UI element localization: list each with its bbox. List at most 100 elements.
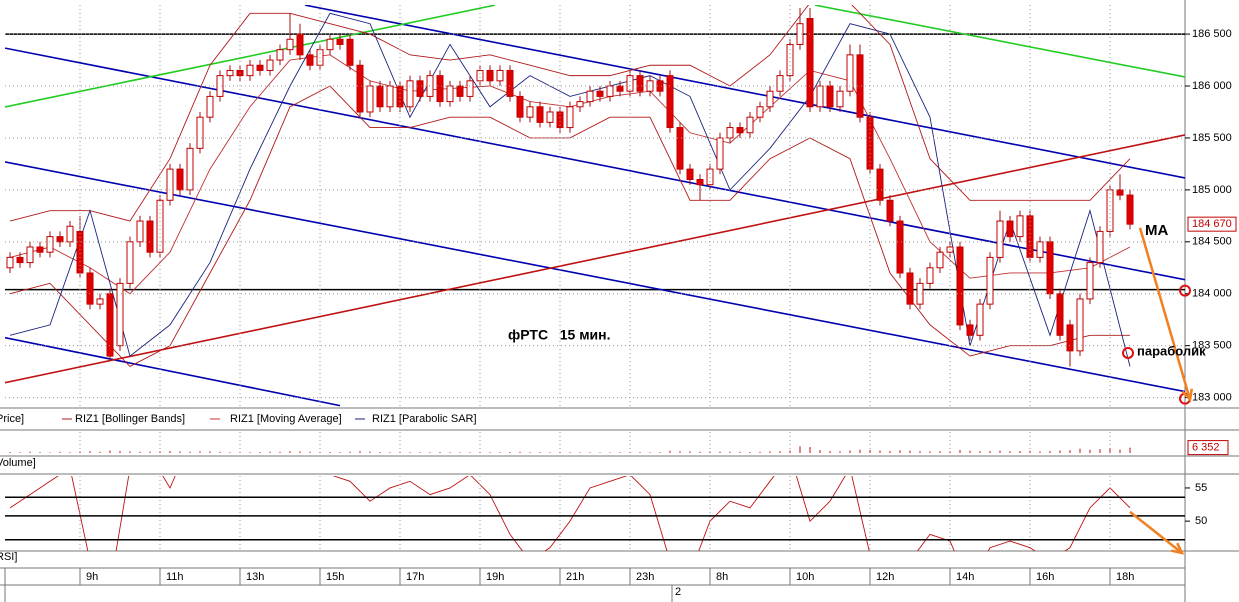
y-tick-label: 186 500 bbox=[1192, 28, 1232, 40]
candle-body bbox=[616, 85, 624, 92]
marker-circle bbox=[1122, 346, 1134, 359]
candle-body bbox=[36, 246, 44, 253]
candle-body bbox=[46, 236, 54, 253]
bollinger-upper bbox=[9, 5, 1131, 222]
candle-body bbox=[626, 75, 634, 92]
annotation: фРТС 15 мин. bbox=[508, 327, 611, 343]
candle-body bbox=[1006, 220, 1014, 238]
y-tick-label: 184 500 bbox=[1192, 236, 1232, 248]
last-price-box bbox=[1187, 216, 1237, 232]
y-tick-label: 183 500 bbox=[1192, 340, 1232, 352]
candle-body bbox=[16, 256, 24, 264]
candle-body bbox=[496, 69, 504, 82]
y-tick-label: 55 bbox=[1195, 482, 1207, 494]
candle-body bbox=[336, 38, 344, 45]
trend-line bbox=[5, 161, 1185, 393]
x-tick-label: 9h bbox=[86, 571, 98, 583]
candle-body bbox=[536, 106, 544, 123]
candle-body bbox=[256, 64, 264, 71]
trend-line bbox=[5, 47, 1185, 281]
candle-body bbox=[196, 116, 204, 149]
candle-body bbox=[126, 241, 134, 284]
x-tick-label: 23h bbox=[636, 571, 654, 583]
candle-body bbox=[966, 324, 974, 336]
candle-body bbox=[706, 168, 714, 186]
candle-body bbox=[466, 80, 474, 97]
trend-line bbox=[5, 336, 341, 407]
candle-body bbox=[1036, 241, 1044, 258]
candle-body bbox=[716, 137, 724, 170]
indicator-line bbox=[9, 12, 1131, 367]
x-tick-label: 8h bbox=[716, 571, 728, 583]
candle-body bbox=[596, 90, 604, 97]
panel-label: RSI] bbox=[0, 551, 17, 563]
candle-body bbox=[396, 85, 404, 108]
rsi-line bbox=[9, 476, 1131, 551]
candle-body bbox=[676, 127, 684, 170]
candle-body bbox=[286, 38, 294, 51]
candle-body bbox=[776, 75, 784, 92]
candle-body bbox=[1046, 241, 1054, 295]
main-plot bbox=[5, 5, 1185, 407]
candle-body bbox=[1026, 215, 1034, 258]
candle-body bbox=[176, 168, 184, 191]
x-tick-label: 19h bbox=[486, 571, 504, 583]
candle-body bbox=[816, 85, 824, 108]
candle-body bbox=[266, 59, 274, 71]
legend-label: RIZ1 [Moving Average] bbox=[230, 413, 342, 425]
y-tick-label: 50 bbox=[1195, 515, 1207, 527]
x-tick-label: 14h bbox=[956, 571, 974, 583]
candle-body bbox=[586, 90, 594, 103]
candle-body bbox=[736, 127, 744, 134]
candle-body bbox=[346, 38, 354, 66]
candle-body bbox=[276, 49, 284, 61]
rsi-plot bbox=[9, 476, 1131, 551]
x-tick-label: 21h bbox=[566, 571, 584, 583]
candle-body bbox=[566, 106, 574, 129]
arrow-head bbox=[1181, 388, 1194, 403]
candle-body bbox=[846, 54, 854, 92]
candle-body bbox=[486, 69, 494, 82]
y-tick-label: 184 000 bbox=[1192, 288, 1232, 300]
candle-body bbox=[826, 85, 834, 108]
candle-body bbox=[576, 101, 584, 108]
candle-body bbox=[366, 85, 374, 113]
legend-price: Price] bbox=[0, 413, 24, 425]
candle-body bbox=[556, 111, 564, 129]
trend-line bbox=[5, 5, 496, 108]
x-tick-label: 16h bbox=[1036, 571, 1054, 583]
annotation: MA bbox=[1145, 222, 1168, 239]
candle-body bbox=[246, 64, 254, 77]
last-volume-label: 6 352 bbox=[1192, 442, 1220, 454]
candle-body bbox=[26, 246, 34, 264]
candle-body bbox=[1086, 262, 1094, 300]
candle-body bbox=[936, 251, 944, 269]
candle-body bbox=[386, 85, 394, 108]
candle-body bbox=[836, 90, 844, 108]
candle-body bbox=[86, 272, 94, 305]
candle-body bbox=[356, 64, 364, 113]
candle-body bbox=[986, 256, 994, 305]
candle-body bbox=[106, 293, 114, 357]
x-tick-label: 17h bbox=[406, 571, 424, 583]
last-price-label: 184 670 bbox=[1192, 218, 1232, 230]
candle-body bbox=[1056, 293, 1064, 336]
candle-body bbox=[156, 199, 164, 253]
annotation: параболик bbox=[1137, 343, 1206, 358]
last-volume-box bbox=[1187, 440, 1229, 456]
candle-body bbox=[456, 85, 464, 97]
candle-body bbox=[726, 127, 734, 139]
x-tick-label: 13h bbox=[246, 571, 264, 583]
trend-line bbox=[5, 134, 1185, 384]
candle-body bbox=[1096, 230, 1104, 264]
x-tick-label: 10h bbox=[796, 571, 814, 583]
candle-body bbox=[696, 178, 704, 186]
candle-body bbox=[526, 106, 534, 118]
candle-body bbox=[756, 106, 764, 118]
marker-circle bbox=[1179, 284, 1191, 297]
panel-label: Volume] bbox=[0, 457, 36, 469]
y-tick-label: 186 000 bbox=[1192, 80, 1232, 92]
y-tick-label: 185 500 bbox=[1192, 132, 1232, 144]
